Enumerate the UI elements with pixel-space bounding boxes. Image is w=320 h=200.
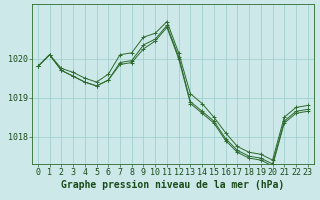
X-axis label: Graphe pression niveau de la mer (hPa): Graphe pression niveau de la mer (hPa) (61, 180, 284, 190)
